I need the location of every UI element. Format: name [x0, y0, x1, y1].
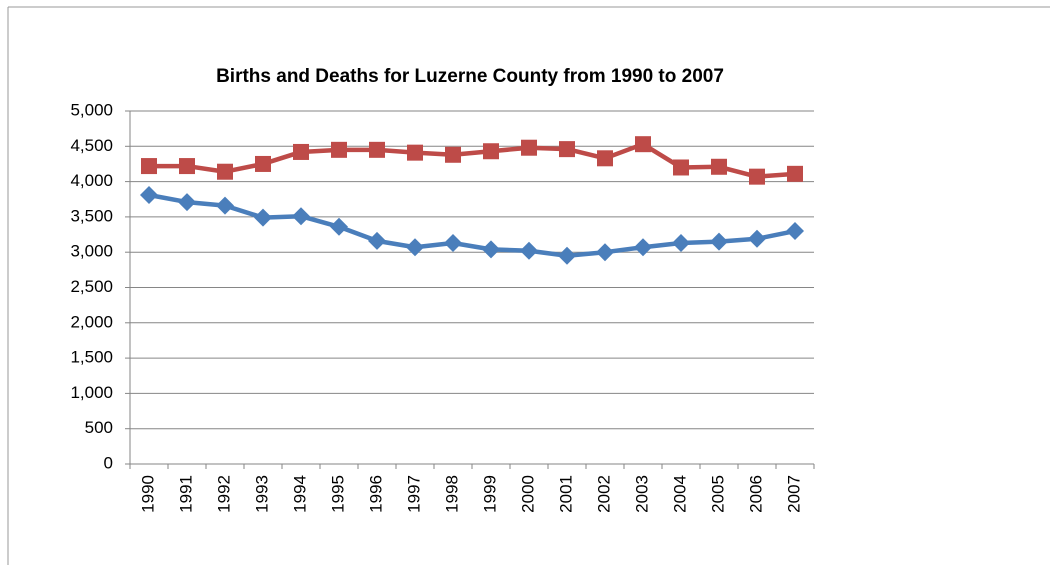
marker: [406, 238, 424, 257]
x-tick-label: 2004: [670, 475, 689, 513]
x-tick-label: 1993: [252, 475, 271, 513]
x-tick-label: 1999: [480, 475, 499, 513]
marker: [369, 141, 385, 158]
marker: [407, 144, 423, 161]
marker: [635, 136, 651, 153]
x-tick-label: 1992: [214, 475, 233, 513]
marker: [521, 139, 537, 156]
series-line: [149, 141, 796, 179]
y-tick-label: 4,000: [70, 171, 113, 190]
y-tick-label: 2,500: [70, 277, 113, 296]
marker: [748, 229, 766, 248]
y-tick-label: 3,000: [70, 242, 113, 261]
x-tick-label: 2006: [746, 475, 765, 513]
marker: [368, 231, 386, 250]
marker: [255, 155, 271, 172]
marker: [331, 141, 347, 158]
marker: [482, 240, 500, 259]
marker: [216, 196, 234, 215]
y-tick-label: 3,500: [70, 206, 113, 225]
marker: [787, 165, 803, 182]
x-tick-label: 1996: [366, 475, 385, 513]
marker: [217, 163, 233, 180]
marker: [558, 246, 576, 265]
marker: [141, 158, 157, 175]
marker: [711, 158, 727, 175]
x-tick-label: 2001: [556, 475, 575, 513]
marker: [483, 143, 499, 160]
marker: [179, 158, 195, 175]
marker: [445, 146, 461, 163]
x-tick-label: 1994: [290, 475, 309, 513]
marker: [786, 222, 804, 241]
marker: [673, 159, 689, 176]
marker: [559, 141, 575, 158]
x-tick-label: 2000: [518, 475, 537, 513]
marker: [596, 243, 614, 262]
series-line: [148, 192, 796, 258]
marker: [520, 241, 538, 260]
y-tick-label: 500: [85, 418, 113, 437]
marker: [710, 232, 728, 251]
marker: [178, 193, 196, 212]
marker: [672, 234, 690, 253]
y-tick-label: 4,500: [70, 136, 113, 155]
y-tick-label: 2,000: [70, 312, 113, 331]
x-tick-label: 1991: [176, 475, 195, 513]
x-tick-label: 1997: [404, 475, 423, 513]
marker: [293, 143, 309, 160]
x-tick-label: 2003: [632, 475, 651, 513]
x-tick-label: 1998: [442, 475, 461, 513]
x-tick-label: 1995: [328, 475, 347, 513]
y-tick-label: 1,500: [70, 348, 113, 367]
chart-title: Births and Deaths for Luzerne County fro…: [216, 66, 724, 87]
y-tick-label: 5,000: [70, 100, 113, 119]
marker: [254, 208, 272, 227]
marker: [330, 217, 348, 236]
marker: [749, 168, 765, 185]
x-tick-label: 2007: [784, 475, 803, 513]
y-tick-label: 0: [104, 453, 113, 472]
y-tick-label: 1,000: [70, 383, 113, 402]
x-tick-label: 2005: [708, 475, 727, 513]
marker: [597, 150, 613, 167]
marker: [634, 238, 652, 257]
marker: [444, 234, 462, 253]
x-tick-label: 2002: [594, 475, 613, 513]
marker: [292, 207, 310, 226]
x-tick-label: 1990: [138, 475, 157, 513]
marker: [140, 186, 158, 205]
